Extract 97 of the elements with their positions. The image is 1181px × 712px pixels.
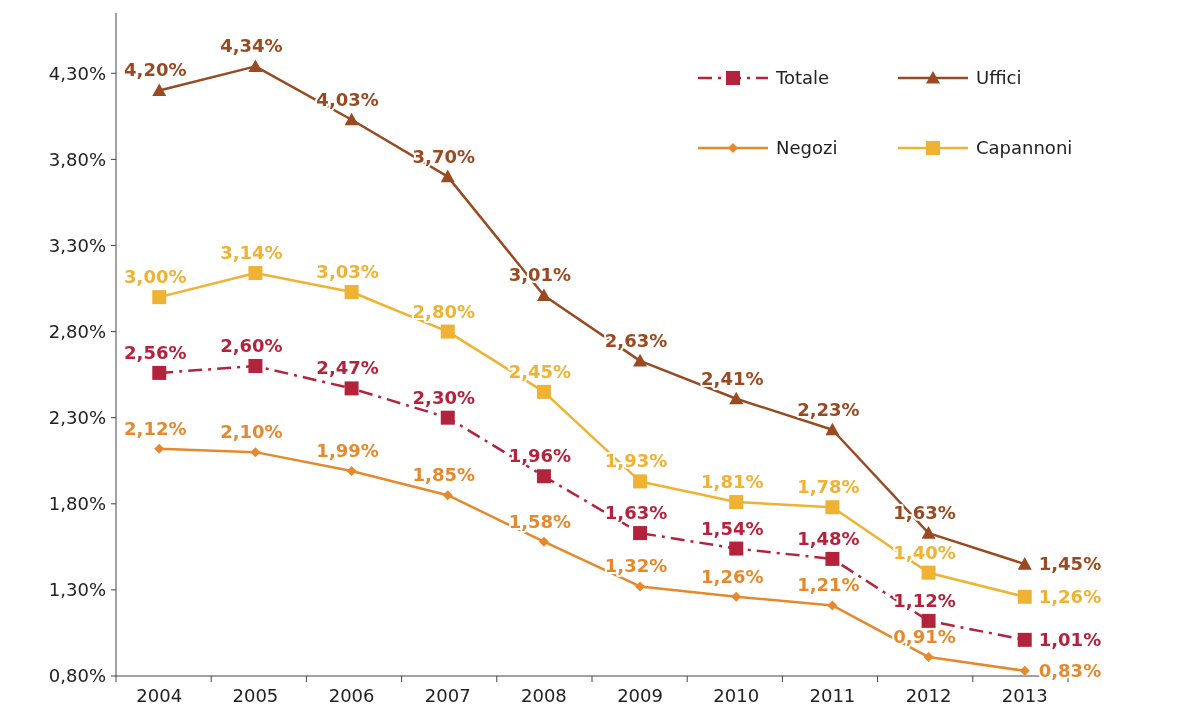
y-tick-label: 3,30% <box>48 234 106 256</box>
point <box>346 466 357 477</box>
data-label: 2,41% <box>701 367 764 389</box>
x-tick-label: 2013 <box>1001 685 1048 706</box>
data-label: 2,80% <box>412 300 475 322</box>
data-label: 1,81% <box>701 471 764 493</box>
y-tick-label: 1,30% <box>48 579 106 601</box>
data-label: 2,45% <box>508 360 572 382</box>
data-label: 1,12% <box>893 589 956 611</box>
x-tick-label: 2006 <box>328 685 375 706</box>
point <box>1017 557 1032 570</box>
data-label: 1,99% <box>316 440 379 462</box>
point <box>440 410 455 425</box>
point <box>248 59 263 72</box>
point <box>827 600 838 611</box>
data-label: 0,83% <box>1038 659 1102 681</box>
point <box>921 526 936 539</box>
data-label: 4,20% <box>124 59 187 81</box>
point <box>633 526 648 541</box>
point <box>1019 665 1030 676</box>
x-tick-label: 2011 <box>809 685 856 706</box>
x-tick-label: 2012 <box>905 685 952 706</box>
data-label: 2,60% <box>220 335 283 357</box>
point <box>923 652 934 663</box>
point <box>152 83 167 97</box>
y-tick-label: 3,80% <box>48 148 106 170</box>
data-label: 1,01% <box>1038 628 1102 650</box>
point <box>344 112 359 126</box>
point <box>442 490 453 501</box>
point <box>536 288 551 302</box>
point <box>635 581 646 592</box>
point <box>633 353 648 367</box>
point <box>344 381 359 396</box>
x-tick-label: 2004 <box>136 685 183 706</box>
point <box>248 266 263 281</box>
data-label: 1,26% <box>701 565 764 587</box>
data-label: 1,21% <box>797 574 860 596</box>
point <box>825 500 840 515</box>
x-tick-label: 2007 <box>424 685 471 706</box>
point <box>536 384 551 399</box>
legend-label: Capannoni <box>976 137 1073 159</box>
point <box>152 365 167 380</box>
data-label: 1,85% <box>412 464 475 486</box>
data-label: 2,10% <box>220 421 283 443</box>
data-label: 3,14% <box>220 242 283 264</box>
data-label: 3,00% <box>124 266 187 288</box>
point <box>152 290 167 305</box>
legend-label: Uffici <box>976 67 1022 89</box>
data-label: 2,56% <box>124 341 187 363</box>
legend-label: Negozi <box>776 137 838 159</box>
point <box>538 536 549 547</box>
point <box>825 551 840 566</box>
x-tick-label: 2008 <box>521 685 567 706</box>
point <box>440 169 455 183</box>
point <box>921 613 936 628</box>
data-label: 2,30% <box>412 386 475 408</box>
point <box>633 474 648 489</box>
point <box>729 391 744 405</box>
point <box>250 447 261 458</box>
point <box>248 359 263 374</box>
data-label: 1,45% <box>1038 553 1102 575</box>
data-label: 1,32% <box>604 555 668 577</box>
data-label: 3,70% <box>412 145 475 167</box>
y-tick-label: 2,80% <box>48 320 106 342</box>
point <box>440 324 455 339</box>
y-tick-label: 4,30% <box>48 62 106 84</box>
data-label: 2,12% <box>124 417 187 439</box>
point <box>344 284 359 299</box>
y-tick-label: 2,30% <box>48 406 106 428</box>
data-label: 4,03% <box>316 88 379 110</box>
x-tick-label: 2010 <box>713 685 760 706</box>
data-label: 1,54% <box>701 517 764 539</box>
x-tick-label: 2005 <box>232 685 279 706</box>
point <box>1017 589 1032 604</box>
legend-label: Totale <box>775 67 830 89</box>
point <box>536 469 551 484</box>
data-label: 0,91% <box>893 626 956 648</box>
data-label: 1,48% <box>797 527 860 549</box>
point <box>921 565 936 580</box>
data-label: 1,63% <box>604 502 668 524</box>
point <box>731 591 742 602</box>
data-label: 2,23% <box>797 398 860 420</box>
y-tick-label: 0,80% <box>48 665 106 687</box>
data-label: 1,58% <box>508 510 572 532</box>
point <box>825 422 840 436</box>
point <box>1017 632 1032 647</box>
data-label: 1,78% <box>797 476 860 498</box>
data-label: 1,96% <box>508 445 572 467</box>
point <box>729 495 744 510</box>
point <box>154 443 165 454</box>
y-tick-label: 1,80% <box>48 493 106 515</box>
data-label: 4,34% <box>220 35 283 57</box>
data-label: 2,47% <box>316 357 379 379</box>
data-label: 3,03% <box>316 260 379 282</box>
point <box>729 541 744 556</box>
x-tick-label: 2009 <box>617 685 663 706</box>
data-label: 1,26% <box>1038 585 1102 607</box>
